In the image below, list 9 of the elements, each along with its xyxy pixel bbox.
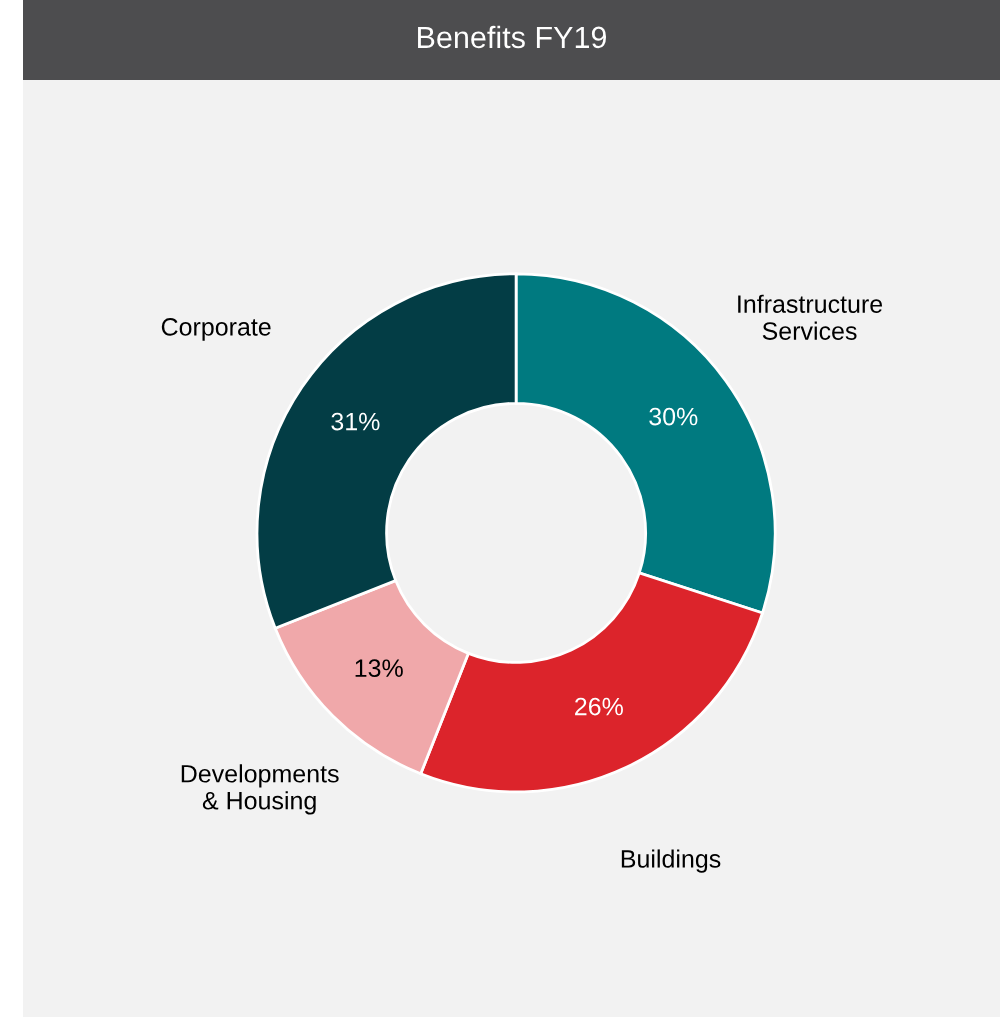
slice-label: Corporate [161, 318, 271, 341]
slice-label: Developments & Housing [181, 764, 339, 815]
slice-label: Buildings [621, 849, 721, 873]
slice-label: Infrastructure Services [738, 294, 883, 340]
data-label: 30% [649, 407, 698, 426]
data-label: 31% [331, 412, 380, 431]
data-label: 13% [355, 659, 403, 677]
data-label: 26% [575, 697, 623, 716]
chart-title: Benefits FY19 [418, 25, 607, 49]
